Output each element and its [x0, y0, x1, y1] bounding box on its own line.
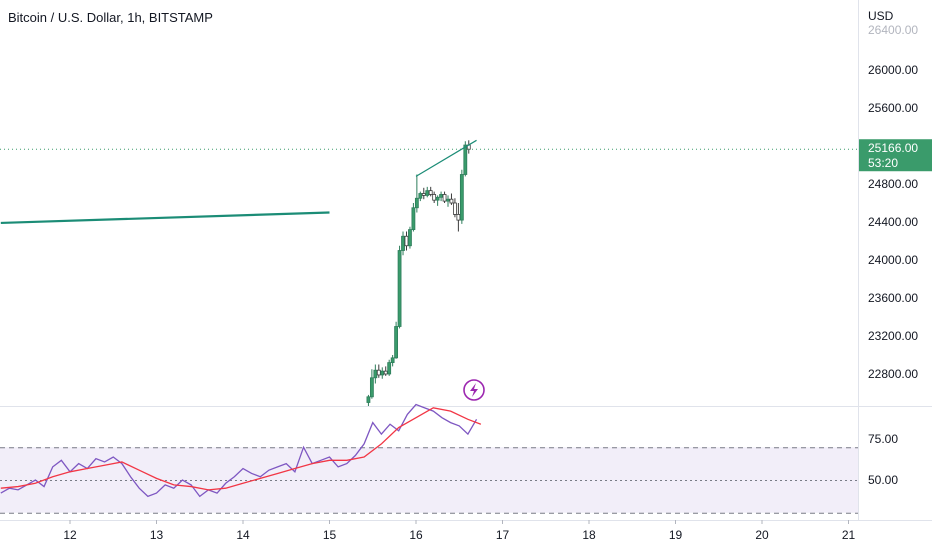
rsi-tick-label: 50.00	[868, 473, 898, 487]
candle-body	[428, 190, 433, 195]
candle-body	[442, 194, 447, 202]
price-tick-label: 22800.00	[868, 367, 918, 381]
candle-body	[456, 213, 461, 221]
trend-line	[415, 139, 477, 177]
candle-body	[383, 370, 388, 375]
candle-body	[411, 207, 416, 231]
price-tick-label: 25600.00	[868, 101, 918, 115]
candle-body	[373, 369, 378, 379]
candle-body	[446, 198, 450, 202]
candle-body	[376, 369, 381, 376]
time-tick-label: 12	[63, 528, 77, 542]
candle-body	[408, 229, 412, 247]
lightning-bolt-icon[interactable]	[463, 379, 485, 401]
countdown-value: 53:20	[868, 156, 898, 170]
candle-body	[463, 144, 468, 175]
price-tick-label: 23200.00	[868, 329, 918, 343]
candle-body	[425, 190, 430, 196]
candle-body	[435, 196, 440, 201]
candle-body	[459, 174, 464, 221]
candle-body	[366, 396, 371, 403]
candle-body	[453, 202, 457, 215]
last-price-value: 25166.00	[868, 141, 918, 155]
time-tick-label: 18	[582, 528, 596, 542]
time-tick-label: 17	[496, 528, 510, 542]
rsi-tick-label: 75.00	[868, 432, 898, 446]
candle-body	[421, 193, 426, 196]
rsi-ma-line	[0, 407, 482, 491]
lines-layer	[0, 139, 477, 225]
price-tick-label: 24000.00	[868, 253, 918, 267]
candle-body	[418, 193, 423, 199]
candle-body	[439, 194, 443, 198]
candle-body	[432, 194, 437, 201]
last-price-badge	[859, 139, 932, 172]
time-tick-label: 16	[409, 528, 423, 542]
price-tick-partial: 26400.00	[868, 23, 918, 37]
trend-line	[0, 211, 330, 225]
price-tick-label: 24800.00	[868, 177, 918, 191]
candle-body	[394, 326, 399, 359]
time-tick-label: 13	[150, 528, 164, 542]
candles-group	[366, 140, 471, 406]
candle-body	[390, 357, 395, 364]
price-tick-label: 23600.00	[868, 291, 918, 305]
time-tick-label: 14	[236, 528, 250, 542]
candle-body	[387, 362, 392, 375]
rsi-band	[0, 447, 858, 513]
time-tick-label: 20	[755, 528, 769, 542]
chart-title: Bitcoin / U.S. Dollar, 1h, BITSTAMP	[8, 10, 213, 25]
time-tick-label: 21	[842, 528, 856, 542]
price-tick-label: 26000.00	[868, 63, 918, 77]
currency-label: USD	[868, 9, 894, 23]
axes-layer: 26000.00 25600.00 24800.00 24400.00 24000.00…	[0, 63, 932, 542]
rsi-layer	[0, 403, 482, 498]
candle-body	[449, 198, 454, 204]
candle-body	[369, 377, 374, 398]
candle-body	[404, 235, 409, 247]
candle-body	[401, 235, 405, 251]
time-tick-label: 15	[323, 528, 337, 542]
candle-body	[414, 197, 419, 209]
candle-body	[380, 370, 385, 376]
price-tick-label: 24400.00	[868, 215, 918, 229]
time-tick-label: 19	[669, 528, 683, 542]
candle-body	[397, 250, 402, 327]
candles-layer	[366, 140, 471, 406]
